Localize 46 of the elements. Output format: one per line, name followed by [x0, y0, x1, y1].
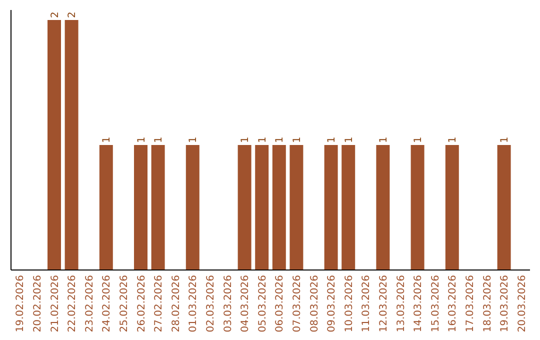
- data-label: 1: [102, 136, 113, 143]
- data-label: 1: [378, 136, 390, 143]
- x-tick-label: 07.03.2026: [292, 275, 303, 332]
- x-tick-label: 20.02.2026: [32, 275, 44, 332]
- x-tick-label: 25.02.2026: [118, 275, 130, 332]
- x-tick-label: 13.03.2026: [396, 275, 407, 332]
- x-tick-label: 24.02.2026: [102, 275, 113, 332]
- x-tick-label: 16.03.2026: [448, 275, 459, 332]
- x-tick-label: 17.03.2026: [464, 275, 476, 332]
- data-label: 1: [240, 136, 252, 143]
- x-tick-label: 02.03.2026: [205, 275, 216, 332]
- data-label: 1: [344, 136, 355, 143]
- x-tick-label: 09.03.2026: [326, 275, 338, 332]
- data-label: 1: [136, 136, 148, 143]
- x-tick-label: 15.03.2026: [430, 275, 442, 332]
- x-tick-label: 19.02.2026: [15, 275, 26, 332]
- x-tick-label: 03.03.2026: [222, 275, 234, 332]
- data-label: 1: [500, 136, 511, 143]
- data-label: 1: [326, 136, 338, 143]
- x-tick-label: 26.02.2026: [136, 275, 148, 332]
- data-label: 2: [50, 12, 61, 18]
- x-tick-label: 06.03.2026: [274, 275, 286, 332]
- x-tick-label: 05.03.2026: [257, 275, 268, 332]
- x-tick-label: 28.02.2026: [170, 275, 182, 332]
- x-tick-label: 10.03.2026: [344, 275, 355, 332]
- x-tick-label: 01.03.2026: [188, 275, 200, 332]
- x-tick-label: 19.03.2026: [500, 275, 511, 332]
- x-tick-label: 23.02.2026: [84, 275, 96, 332]
- x-tick-label: 22.02.2026: [67, 275, 78, 332]
- x-tick-label: 14.03.2026: [413, 275, 424, 332]
- x-tick-label: 12.03.2026: [378, 275, 390, 332]
- data-label: 1: [413, 136, 424, 143]
- x-tick-label: 20.03.2026: [516, 275, 528, 332]
- x-tick-label: 04.03.2026: [240, 275, 252, 332]
- x-tick-label: 27.02.2026: [154, 275, 165, 332]
- data-label: 1: [274, 136, 286, 143]
- data-label: 1: [188, 136, 200, 143]
- data-label: 1: [292, 136, 303, 143]
- data-label: 2: [67, 12, 78, 18]
- x-tick-label: 18.03.2026: [482, 275, 494, 332]
- x-tick-label: 21.02.2026: [50, 275, 61, 332]
- x-tick-label: 11.03.2026: [361, 275, 372, 332]
- data-label: 1: [257, 136, 268, 143]
- data-label: 1: [448, 136, 459, 143]
- data-label: 1: [154, 136, 165, 143]
- x-tick-label: 08.03.2026: [309, 275, 320, 332]
